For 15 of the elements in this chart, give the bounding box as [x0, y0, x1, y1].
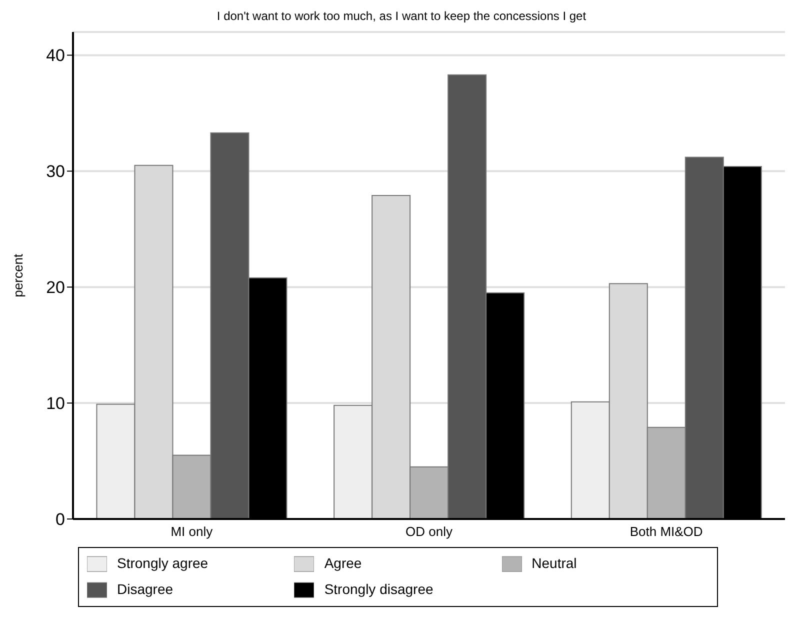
y-tick-label: 20 [46, 278, 65, 298]
y-tick-label: 10 [46, 394, 65, 414]
legend-label: Strongly disagree [324, 580, 434, 597]
y-tick-label: 40 [46, 46, 65, 66]
chart-title: I don't want to work too much, as I want to keep the concessions I get [216, 8, 588, 24]
x-tick-label: Both MI&OD [630, 524, 703, 540]
legend-label: Neutral [532, 554, 577, 571]
x-tick-label: MI only [170, 524, 214, 540]
y-tick-label: 30 [46, 162, 65, 182]
y-axis-title: percent [10, 253, 26, 298]
y-tick-label: 0 [56, 510, 65, 530]
x-tick-label: OD only [406, 524, 453, 540]
legend-label: Disagree [117, 580, 174, 597]
legend-label: Strongly agree [117, 554, 208, 571]
legend-label: Agree [324, 554, 362, 571]
